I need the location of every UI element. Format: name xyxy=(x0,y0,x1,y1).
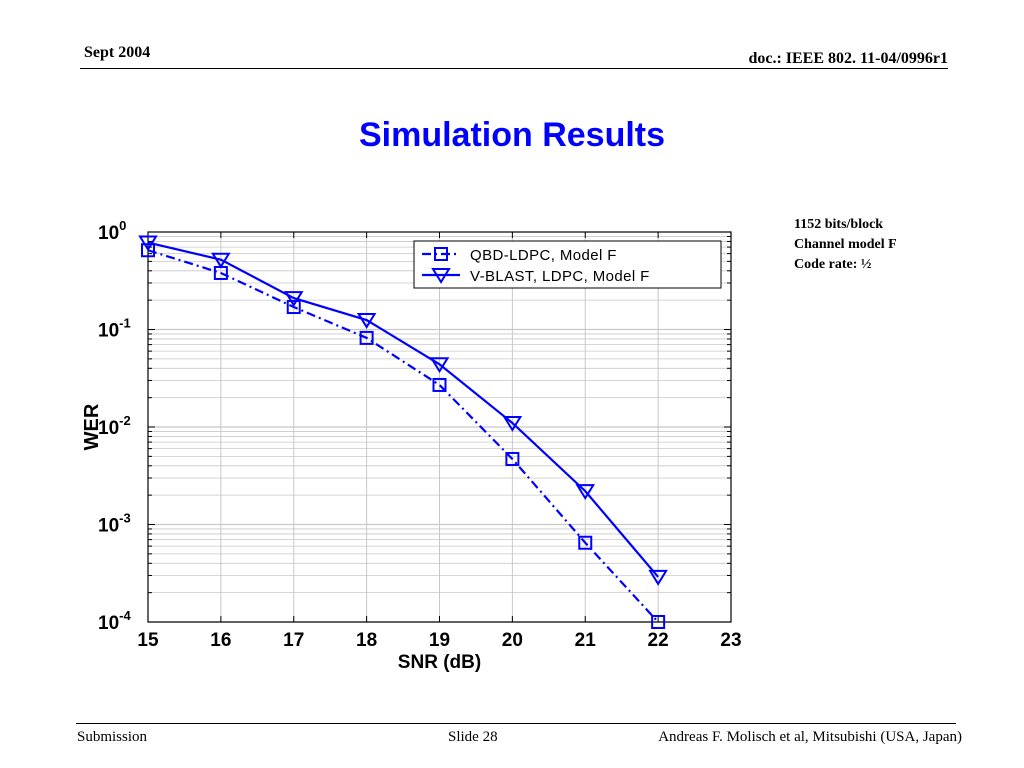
data-point xyxy=(359,330,374,345)
series-2 xyxy=(138,235,668,586)
data-point xyxy=(432,377,447,392)
data-point xyxy=(141,243,155,258)
x-axis-title: SNR (dB) xyxy=(398,652,481,673)
y-tick-label: 10-1 xyxy=(98,316,131,342)
footer-submission: Submission xyxy=(77,729,148,745)
data-point xyxy=(429,357,450,374)
x-tick-label: 21 xyxy=(575,630,597,651)
header-doc-id: doc.: IEEE 802. 11-04/0996r1 xyxy=(748,50,948,67)
x-tick-label: 17 xyxy=(283,630,304,651)
x-tick-label: 16 xyxy=(210,630,231,651)
y-axis-title: WER xyxy=(81,403,103,450)
footer-divider xyxy=(76,723,956,724)
legend-box xyxy=(413,240,722,289)
x-tick-label: 22 xyxy=(648,630,669,651)
legend-label: V-BLAST, LDPC, Model F xyxy=(470,268,650,285)
legend-label: QBD-LDPC, Model F xyxy=(470,247,617,264)
chart-grid xyxy=(148,232,731,623)
note-code-rate: Code rate: ½ xyxy=(794,257,872,272)
x-tick-label: 19 xyxy=(429,630,450,651)
footer-authors: Andreas F. Molisch et al, Mitsubishi (US… xyxy=(658,729,962,745)
data-point xyxy=(283,291,304,307)
data-point xyxy=(575,484,596,501)
data-point xyxy=(651,615,666,629)
data-point xyxy=(356,313,377,329)
legend-marker xyxy=(431,268,451,284)
x-tick-label: 15 xyxy=(137,630,159,651)
legend-marker xyxy=(434,247,448,261)
data-point xyxy=(502,415,523,432)
header-date: Sept 2004 xyxy=(84,44,151,61)
x-tick-label: 18 xyxy=(356,630,377,651)
data-point xyxy=(505,451,520,466)
x-tick-label: 23 xyxy=(720,630,741,651)
data-point xyxy=(286,300,301,315)
footer-slide-number: Slide 28 xyxy=(448,729,498,745)
y-tick-label: 10-4 xyxy=(98,608,131,634)
chart-series xyxy=(138,235,668,629)
slide-title: Simulation Results xyxy=(358,116,666,154)
header-divider xyxy=(80,68,948,69)
series-line xyxy=(147,249,659,623)
data-point xyxy=(211,252,231,269)
series-1 xyxy=(141,243,666,629)
data-point xyxy=(648,569,668,586)
data-point xyxy=(138,235,158,252)
chart-axes: 15 16 17 18 19 20 21 22 23 100 10-1 10-2 10-3 10-4 SNR… xyxy=(81,218,742,673)
y-tick-label: 100 xyxy=(98,218,126,244)
slide-notes: 1152 bits/block Channel model F Code rat… xyxy=(794,215,897,275)
y-tick-label: 10-3 xyxy=(98,511,131,537)
y-tick-label: 10-2 xyxy=(98,413,131,439)
series-line xyxy=(147,241,659,578)
note-channel-model: Channel model F xyxy=(794,237,897,252)
chart-legend: QBD-LDPC, Model F V-BLAST, LDPC, Model F xyxy=(413,240,722,289)
x-tick-label: 20 xyxy=(502,630,523,651)
data-point xyxy=(578,535,593,550)
note-block-size: 1152 bits/block xyxy=(794,217,884,232)
